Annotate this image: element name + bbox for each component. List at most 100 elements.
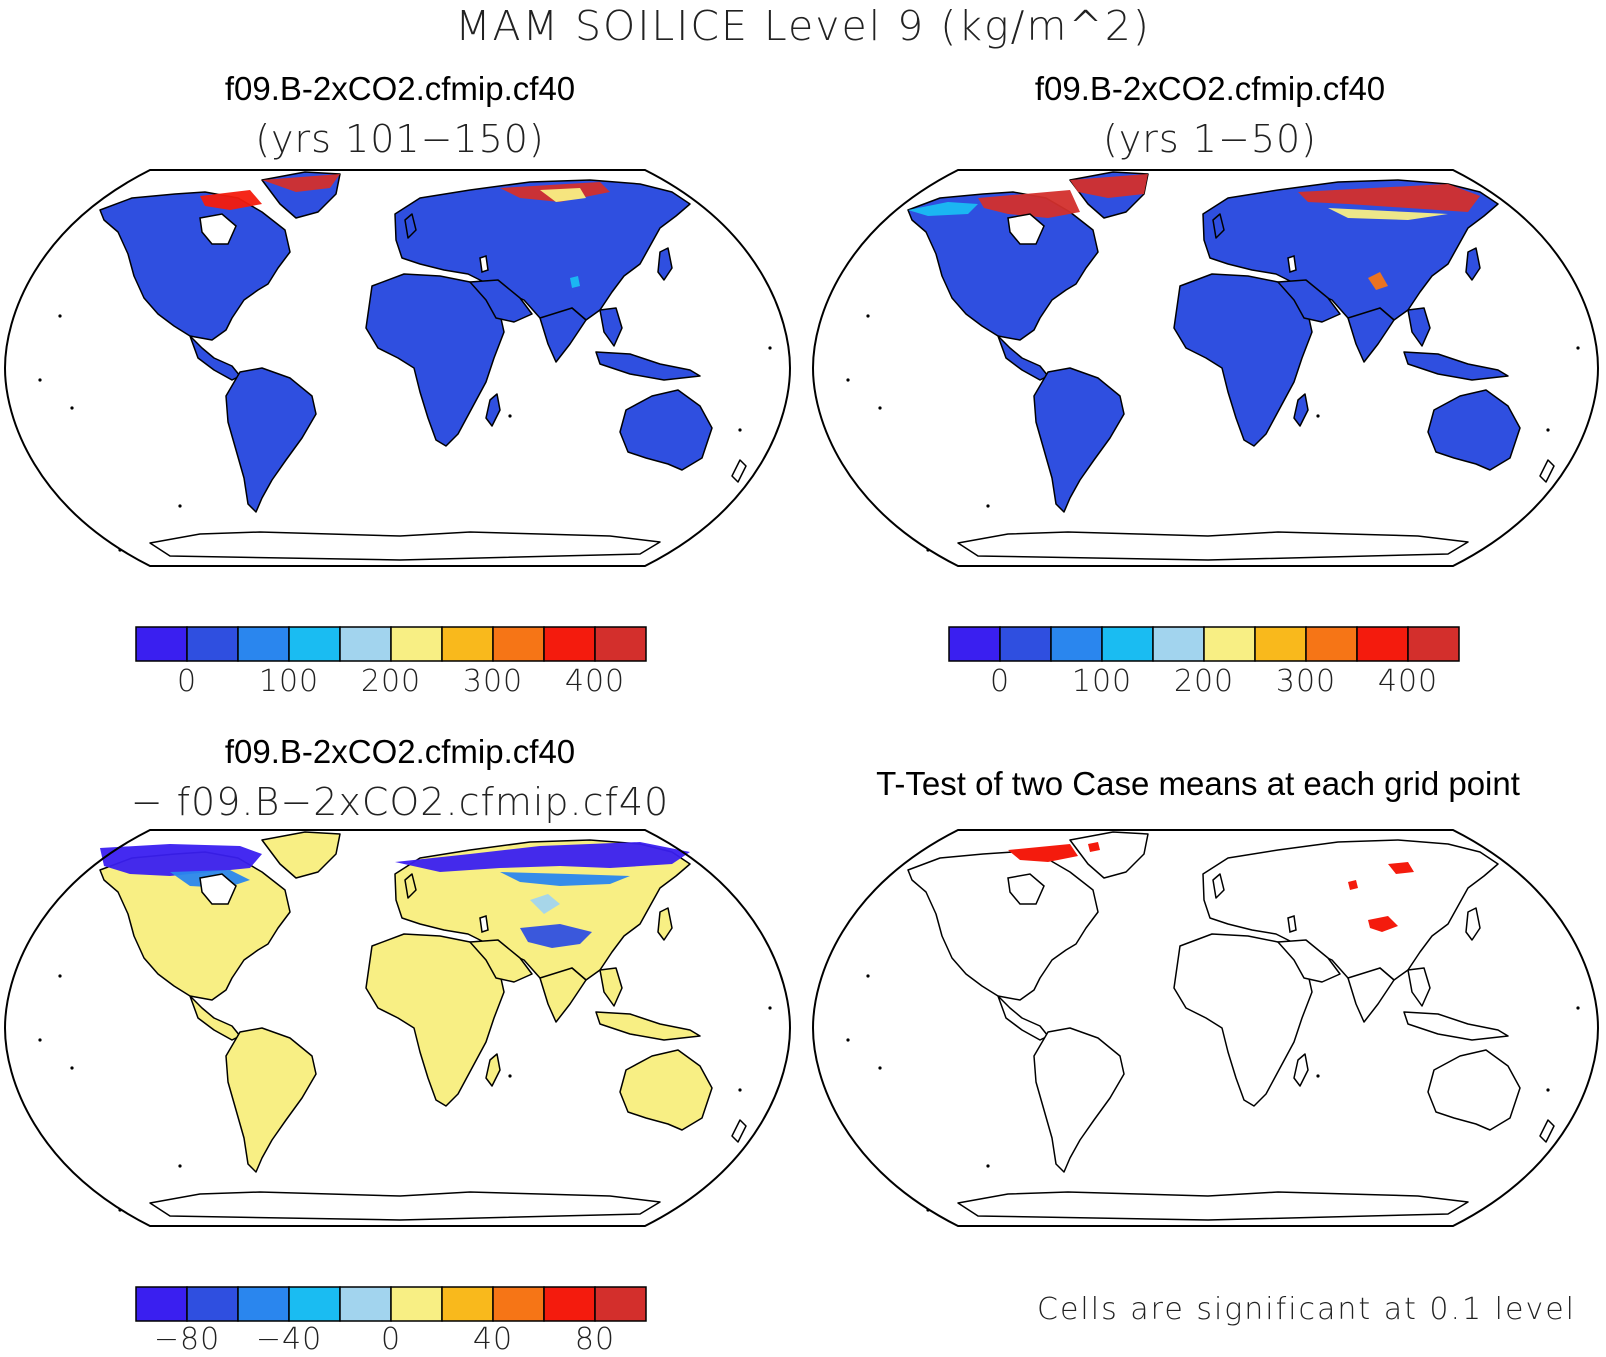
panel2-land-nz xyxy=(1539,459,1555,483)
cb1-tick-200: 200 xyxy=(360,664,422,699)
cb1-tick-400: 400 xyxy=(564,664,626,699)
panel4-land-india xyxy=(1347,967,1395,1023)
panel4-land-centralAmerica xyxy=(997,995,1049,1041)
panel3-island-dot-0 xyxy=(58,974,62,978)
panel2-shading-patch-1 xyxy=(978,190,1080,218)
panel4-map xyxy=(811,829,1600,1227)
panel1-island-dot-4 xyxy=(508,414,512,418)
panel3-island-dot-3 xyxy=(178,1164,182,1168)
panel3-island-dot-6 xyxy=(768,1006,772,1010)
panel1-map-frame xyxy=(3,169,792,567)
panel2-colorbar-ticks: 0 100 200 300 400 xyxy=(948,664,1468,704)
panel3-title: f09.B-2xCO2.cfmip.cf40 xyxy=(224,733,576,770)
colorbar3-box-3 xyxy=(288,1286,341,1322)
panel4-water-hudsonBay xyxy=(1007,873,1045,905)
panel2-island-dot-0 xyxy=(866,314,870,318)
panel1-land-australia xyxy=(619,389,713,471)
panel3-colorbar-ticks: −80 −40 0 40 80 xyxy=(135,1322,655,1357)
panel3-island-dot-7 xyxy=(38,1038,42,1042)
colorbar1-box-2 xyxy=(237,626,290,662)
colorbar1-box-0 xyxy=(135,626,188,662)
panel4-land-indonesia xyxy=(1403,1011,1509,1041)
colorbar2-box-0 xyxy=(948,626,1001,662)
colorbar3-box-7 xyxy=(492,1286,545,1322)
panel1-land-madagascar xyxy=(485,393,501,427)
panel3-shading-patch-0 xyxy=(100,844,262,876)
panel2-title: f09.B-2xCO2.cfmip.cf40 xyxy=(1034,70,1386,107)
panel3-map xyxy=(3,829,792,1227)
panel2-map xyxy=(811,169,1600,567)
panel2-map-frame xyxy=(811,169,1600,567)
colorbar1-box-6 xyxy=(441,626,494,662)
panel1-map xyxy=(3,169,792,567)
panel2-shading-patch-5 xyxy=(1328,208,1448,220)
panel3-colorbar xyxy=(135,1286,647,1322)
panel1-land-arabia xyxy=(469,279,533,323)
panel4-land-seAsia xyxy=(1407,967,1431,1007)
panel1-shading-patch-2 xyxy=(200,190,262,210)
panel4-land-arabia xyxy=(1277,939,1341,983)
panel2-land-madagascar xyxy=(1293,393,1309,427)
panel4-significant-cell-3 xyxy=(1388,862,1414,874)
panel3-land-seAsia xyxy=(599,967,623,1007)
panel1-island-dot-6 xyxy=(768,346,772,350)
cb2-tick-100: 100 xyxy=(1071,664,1133,699)
panel2-land-antarctica xyxy=(957,531,1469,561)
panel1-island-dot-0 xyxy=(58,314,62,318)
colorbar3-box-9 xyxy=(594,1286,647,1322)
panel3-shading-patch-4 xyxy=(530,894,560,914)
panel3-shading-patch-3 xyxy=(500,872,630,886)
panel1-shading-patch-4 xyxy=(570,276,580,288)
panel1-colorbar-ticks: 0 100 200 300 400 xyxy=(135,664,655,704)
panel4-land-africa xyxy=(1173,933,1313,1107)
panel2-island-dot-5 xyxy=(1546,428,1550,432)
panel1-land-nz xyxy=(731,459,747,483)
panel1-land-southAmerica xyxy=(225,367,317,513)
panel4-island-dot-7 xyxy=(846,1038,850,1042)
panel4-land-japan xyxy=(1465,907,1481,941)
panel2-colorbar xyxy=(948,626,1460,662)
panel1-land-ukIreland xyxy=(404,213,417,239)
panel1-water-caspian xyxy=(479,255,489,273)
panel4-island-dot-5 xyxy=(1546,1088,1550,1092)
panel2-land-australia xyxy=(1427,389,1521,471)
panel4-land-australia xyxy=(1427,1049,1521,1131)
colorbar3-box-0 xyxy=(135,1286,188,1322)
panel1-island-dot-3 xyxy=(178,504,182,508)
panel4-land-nz xyxy=(1539,1119,1555,1143)
colorbar1-box-7 xyxy=(492,626,545,662)
panel1-land-indonesia xyxy=(595,351,701,381)
panel3-map-frame xyxy=(3,829,792,1227)
panel2-shading-patch-3 xyxy=(908,202,978,216)
panel3-land-greenland xyxy=(261,831,341,879)
panel1-island-dot-1 xyxy=(70,406,74,410)
colorbar2-box-7 xyxy=(1305,626,1358,662)
panel2-land-india xyxy=(1347,307,1395,363)
panel2-shading-patch-0 xyxy=(1298,184,1480,212)
panel2-island-dot-4 xyxy=(1316,414,1320,418)
panel3-land-nz xyxy=(731,1119,747,1143)
panel1-colorbar xyxy=(135,626,647,662)
panel3-water-hudsonBay xyxy=(199,873,237,905)
colorbar2-box-9 xyxy=(1407,626,1460,662)
panel3-land-centralAmerica xyxy=(189,995,241,1041)
panel3-land-antarctica xyxy=(149,1191,661,1221)
colorbar3-box-4 xyxy=(339,1286,392,1322)
panel4-land-eurasia xyxy=(1202,839,1499,981)
panel1-title: f09.B-2xCO2.cfmip.cf40 xyxy=(224,70,576,107)
cb1-tick-100: 100 xyxy=(258,664,320,699)
panel3-land-africa xyxy=(365,933,505,1107)
colorbar2-box-4 xyxy=(1152,626,1205,662)
panel4-water-caspian xyxy=(1287,915,1297,933)
panel4-significant-cell-0 xyxy=(1008,844,1078,862)
panel1-subtitle: (yrs 101−150) xyxy=(255,117,545,161)
panel4-island-dot-3 xyxy=(986,1164,990,1168)
panel3-land-japan xyxy=(657,907,673,941)
panel2-land-centralAmerica xyxy=(997,335,1049,381)
panel4-significant-cell-4 xyxy=(1348,880,1358,890)
panel3-land-ukIreland xyxy=(404,873,417,899)
cb3-tick-neg80: −80 xyxy=(153,1322,221,1357)
panel2-shading-patch-4 xyxy=(1368,272,1388,290)
panel1-land-seAsia xyxy=(599,307,623,347)
panel3-land-madagascar xyxy=(485,1053,501,1087)
